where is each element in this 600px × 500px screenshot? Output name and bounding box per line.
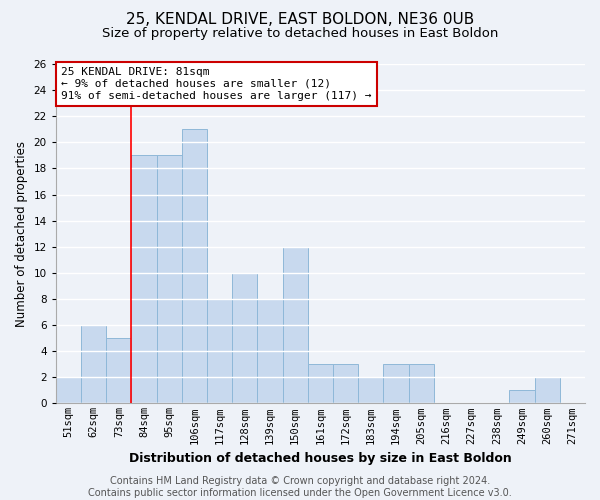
Bar <box>157 156 182 404</box>
Bar <box>131 156 157 404</box>
Text: Size of property relative to detached houses in East Boldon: Size of property relative to detached ho… <box>102 28 498 40</box>
Bar <box>333 364 358 404</box>
Bar <box>232 273 257 404</box>
Bar <box>509 390 535 404</box>
Text: 25 KENDAL DRIVE: 81sqm
← 9% of detached houses are smaller (12)
91% of semi-deta: 25 KENDAL DRIVE: 81sqm ← 9% of detached … <box>61 68 371 100</box>
Bar <box>56 378 81 404</box>
Bar <box>535 378 560 404</box>
Bar <box>207 299 232 404</box>
Bar <box>383 364 409 404</box>
Bar <box>106 338 131 404</box>
Text: 25, KENDAL DRIVE, EAST BOLDON, NE36 0UB: 25, KENDAL DRIVE, EAST BOLDON, NE36 0UB <box>126 12 474 28</box>
Bar <box>308 364 333 404</box>
Bar <box>358 378 383 404</box>
Bar <box>409 364 434 404</box>
Bar <box>81 325 106 404</box>
Bar <box>283 246 308 404</box>
X-axis label: Distribution of detached houses by size in East Boldon: Distribution of detached houses by size … <box>129 452 512 465</box>
Text: Contains HM Land Registry data © Crown copyright and database right 2024.
Contai: Contains HM Land Registry data © Crown c… <box>88 476 512 498</box>
Bar <box>182 130 207 404</box>
Bar <box>257 299 283 404</box>
Y-axis label: Number of detached properties: Number of detached properties <box>15 140 28 326</box>
